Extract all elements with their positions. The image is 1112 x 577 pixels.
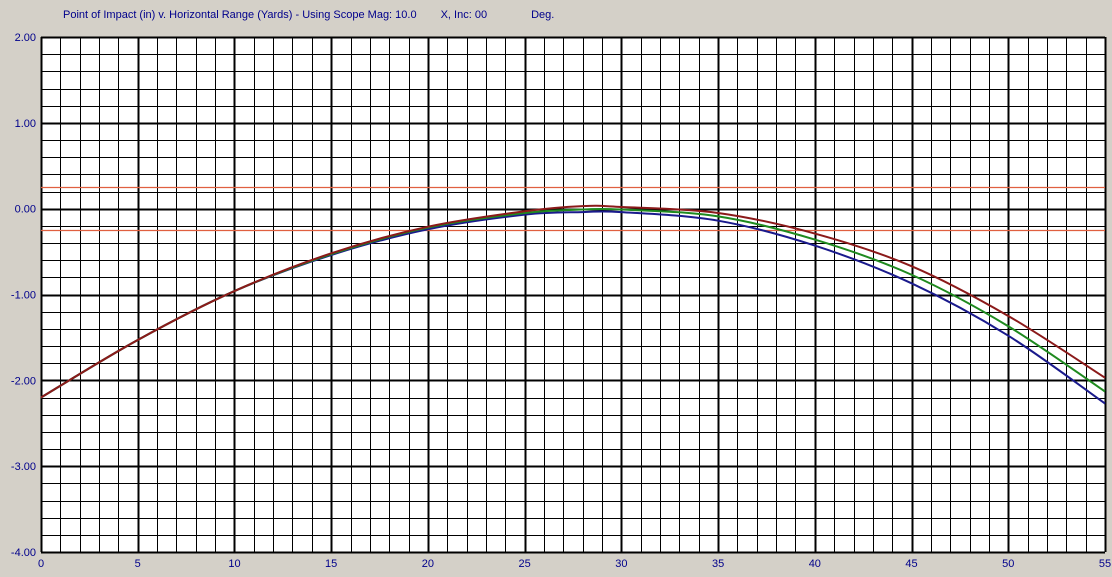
x-tick-label: 15 (325, 558, 337, 570)
y-tick-label: -4.00 (11, 547, 36, 559)
y-tick-label: 0.00 (15, 204, 36, 216)
x-tick-label: 20 (422, 558, 434, 570)
chart-title-bar: Point of Impact (in) v. Horizontal Range… (0, 0, 1112, 28)
x-tick-label: 0 (38, 558, 44, 570)
series-line-3 (40, 204, 1106, 399)
y-tick-label: 1.00 (15, 118, 36, 130)
y-tick-label: -1.00 (11, 290, 36, 302)
x-tick-label: 30 (615, 558, 627, 570)
axis-labels: 2.00 1.00 0.00 -1.00 -2.00 -3.00 -4.000 5 10 15 20… (11, 32, 1111, 570)
x-tick-label: 35 (712, 558, 724, 570)
chart-title-unit: Deg. (531, 9, 555, 21)
y-tick-label: -2.00 (11, 375, 36, 387)
x-tick-label: 40 (809, 558, 821, 570)
x-tick-label: 25 (519, 558, 531, 570)
x-tick-label: 5 (135, 558, 141, 570)
x-tick-label: 55 (1099, 558, 1111, 570)
x-tick-label: 45 (905, 558, 917, 570)
chart-title-inc: X, Inc: 00 (440, 9, 488, 21)
x-tick-label: 10 (228, 558, 240, 570)
reference-lines (41, 186, 1105, 232)
chart-title: Point of Impact (in) v. Horizontal Range… (63, 9, 554, 21)
chart-title-main: Point of Impact (in) v. Horizontal Range… (63, 9, 417, 21)
y-tick-label: 2.00 (15, 32, 36, 44)
x-tick-label: 50 (1002, 558, 1014, 570)
y-tick-label: -3.00 (11, 461, 36, 473)
plot-area-wrap: 2.00 1.00 0.00 -1.00 -2.00 -3.00 -4.00 0 5 10 15 20… (0, 28, 1112, 577)
series-lines (40, 204, 1106, 405)
chart-svg: 2.00 1.00 0.00 -1.00 -2.00 -3.00 -4.000 5 10 15 20… (11, 32, 1111, 570)
